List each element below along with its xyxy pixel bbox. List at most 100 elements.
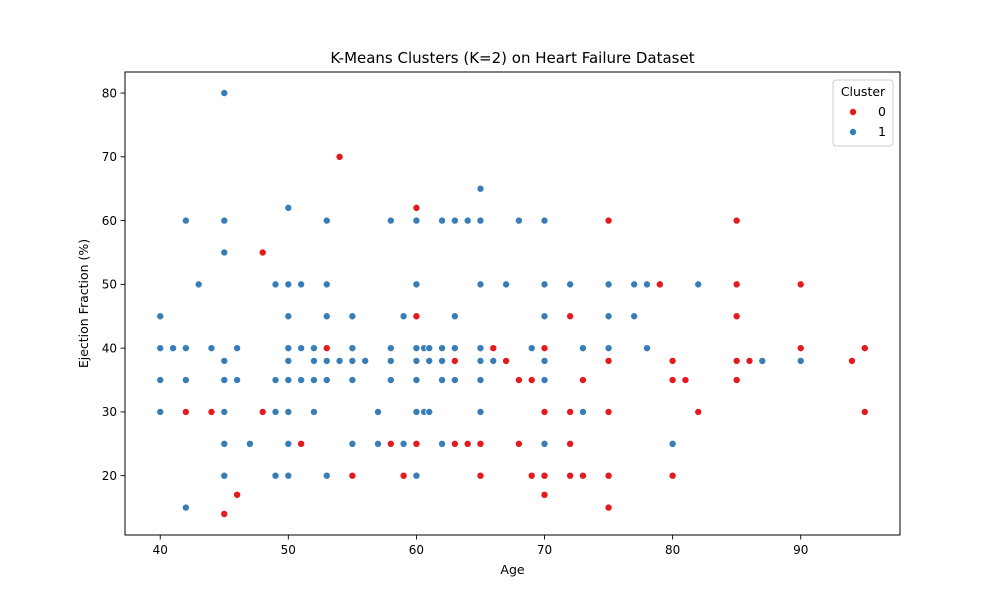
point-cluster-1-36 xyxy=(297,344,306,353)
point-cluster-1-67 xyxy=(412,376,421,385)
point-cluster-1-7 xyxy=(181,376,190,385)
point-cluster-1-47 xyxy=(322,471,331,480)
point-cluster-0-35 xyxy=(578,471,587,480)
point-cluster-1-51 xyxy=(348,356,357,365)
point-cluster-1-48 xyxy=(335,356,344,365)
chart-title: K-Means Clusters (K=2) on Heart Failure … xyxy=(330,49,694,67)
point-cluster-1-93 xyxy=(502,280,511,289)
point-cluster-1-105 xyxy=(604,280,613,289)
point-cluster-1-31 xyxy=(284,376,293,385)
y-tick-label-50: 50 xyxy=(102,278,117,292)
point-cluster-0-34 xyxy=(578,376,587,385)
legend-label-cluster-1: 1 xyxy=(878,124,886,139)
point-cluster-1-1 xyxy=(156,344,165,353)
point-cluster-1-46 xyxy=(322,376,331,385)
point-cluster-1-59 xyxy=(386,356,395,365)
point-cluster-0-41 xyxy=(655,280,664,289)
point-cluster-0-32 xyxy=(566,439,575,448)
point-cluster-1-60 xyxy=(386,376,395,385)
point-cluster-0-28 xyxy=(540,471,549,480)
point-cluster-1-68 xyxy=(412,407,421,416)
point-cluster-0-45 xyxy=(681,376,690,385)
point-cluster-1-80 xyxy=(450,216,459,225)
point-cluster-1-42 xyxy=(322,216,331,225)
point-cluster-0-24 xyxy=(527,376,536,385)
point-cluster-1-90 xyxy=(476,376,485,385)
point-cluster-1-22 xyxy=(271,280,280,289)
point-cluster-0-52 xyxy=(745,356,754,365)
point-cluster-0-4 xyxy=(258,248,267,257)
point-cluster-0-2 xyxy=(220,509,229,518)
point-cluster-1-41 xyxy=(309,407,318,416)
point-cluster-0-11 xyxy=(399,471,408,480)
x-tick-label-90: 90 xyxy=(793,543,808,557)
point-cluster-1-20 xyxy=(233,376,242,385)
point-cluster-0-15 xyxy=(450,356,459,365)
point-cluster-0-9 xyxy=(348,471,357,480)
point-cluster-1-61 xyxy=(399,312,408,321)
point-cluster-1-30 xyxy=(284,356,293,365)
legend-title: Cluster xyxy=(841,84,886,99)
point-cluster-0-30 xyxy=(566,312,575,321)
point-cluster-1-32 xyxy=(284,407,293,416)
x-tick-label-70: 70 xyxy=(537,543,552,557)
point-cluster-1-56 xyxy=(373,439,382,448)
point-cluster-0-0 xyxy=(181,407,190,416)
point-cluster-0-7 xyxy=(322,344,331,353)
point-cluster-0-26 xyxy=(540,344,549,353)
point-cluster-0-33 xyxy=(566,471,575,480)
x-tick-label-40: 40 xyxy=(153,543,168,557)
point-cluster-1-5 xyxy=(181,216,190,225)
point-cluster-1-45 xyxy=(322,356,331,365)
point-cluster-1-94 xyxy=(514,216,523,225)
point-cluster-0-14 xyxy=(412,439,421,448)
point-cluster-1-12 xyxy=(220,216,229,225)
point-cluster-0-29 xyxy=(540,490,549,499)
point-cluster-1-112 xyxy=(668,439,677,448)
point-cluster-0-42 xyxy=(668,356,677,365)
point-cluster-1-64 xyxy=(412,280,421,289)
point-cluster-1-62 xyxy=(399,439,408,448)
point-cluster-1-29 xyxy=(284,344,293,353)
point-cluster-1-79 xyxy=(438,439,447,448)
point-cluster-1-6 xyxy=(181,344,190,353)
point-cluster-0-17 xyxy=(463,439,472,448)
point-cluster-0-46 xyxy=(694,407,703,416)
point-cluster-1-74 xyxy=(425,407,434,416)
point-cluster-1-50 xyxy=(348,344,357,353)
point-cluster-1-52 xyxy=(348,376,357,385)
point-cluster-0-50 xyxy=(732,356,741,365)
point-cluster-1-78 xyxy=(438,376,447,385)
point-cluster-1-85 xyxy=(476,184,485,193)
point-cluster-0-13 xyxy=(412,312,421,321)
point-cluster-0-6 xyxy=(297,439,306,448)
point-cluster-1-53 xyxy=(348,439,357,448)
point-cluster-0-21 xyxy=(502,356,511,365)
point-cluster-1-99 xyxy=(540,356,549,365)
point-cluster-1-83 xyxy=(450,376,459,385)
legend: Cluster 0 1 xyxy=(832,79,894,147)
y-axis-label: Ejection Fraction (%) xyxy=(76,239,91,368)
point-cluster-1-91 xyxy=(476,407,485,416)
point-cluster-0-31 xyxy=(566,407,575,416)
point-cluster-1-107 xyxy=(604,344,613,353)
x-tick-label-50: 50 xyxy=(281,543,296,557)
point-cluster-1-82 xyxy=(450,344,459,353)
y-tick-label-60: 60 xyxy=(102,214,117,228)
legend-marker-cluster-1 xyxy=(849,127,858,136)
point-cluster-0-51 xyxy=(732,376,741,385)
point-cluster-1-9 xyxy=(194,280,203,289)
point-cluster-1-26 xyxy=(284,203,293,212)
point-cluster-1-77 xyxy=(438,356,447,365)
point-cluster-1-75 xyxy=(438,216,447,225)
point-cluster-0-49 xyxy=(732,312,741,321)
point-cluster-0-16 xyxy=(450,439,459,448)
point-cluster-1-100 xyxy=(540,376,549,385)
point-cluster-0-10 xyxy=(386,439,395,448)
point-cluster-0-44 xyxy=(668,471,677,480)
point-cluster-1-3 xyxy=(156,407,165,416)
point-cluster-1-87 xyxy=(476,280,485,289)
point-cluster-1-102 xyxy=(566,280,575,289)
point-cluster-0-3 xyxy=(233,490,242,499)
point-cluster-0-25 xyxy=(527,471,536,480)
